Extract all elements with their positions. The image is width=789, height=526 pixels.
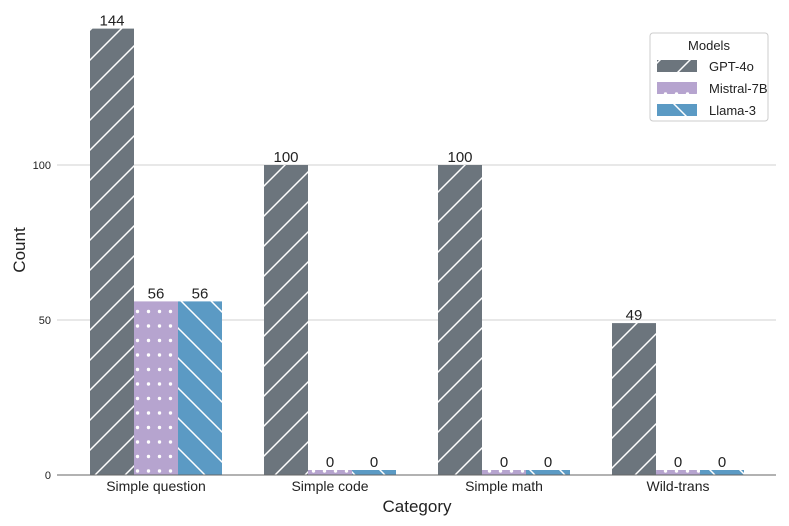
data-label: 56 (148, 285, 165, 302)
data-label: 56 (192, 285, 209, 302)
legend-item-label: Mistral-7B (709, 81, 768, 96)
bar-gpt-4o (90, 28, 134, 475)
data-label: 100 (273, 149, 298, 166)
bar-gpt-4o (264, 165, 308, 475)
data-label: 0 (500, 454, 508, 471)
bar-mistral-7b (656, 470, 700, 475)
bar-mistral-7b (134, 301, 178, 475)
x-tick-label: Simple math (465, 478, 543, 494)
legend-item-label: GPT-4o (709, 59, 754, 74)
data-label: 0 (718, 454, 726, 471)
data-label: 0 (674, 454, 682, 471)
y-tick-label: 100 (33, 160, 51, 172)
data-label: 49 (626, 307, 643, 324)
bar-gpt-4o (438, 165, 482, 475)
y-tick-label: 0 (45, 470, 51, 482)
y-tick-label: 50 (39, 315, 51, 327)
legend-title: Models (688, 38, 730, 53)
x-tick-label: Simple question (106, 478, 206, 494)
legend-box (649, 32, 769, 122)
x-tick-label: Wild-trans (646, 478, 709, 494)
x-axis-title: Category (383, 497, 452, 516)
legend-swatch (657, 60, 697, 72)
x-tick-labels: Simple question Simple code Simple math Wil… (106, 478, 709, 494)
bar-llama-3 (526, 470, 570, 475)
data-label: 0 (370, 454, 378, 471)
data-label: 144 (99, 13, 124, 30)
legend-item-label: Llama-3 (709, 103, 756, 118)
bar-llama-3 (178, 301, 222, 475)
bars-group (90, 28, 744, 475)
data-label: 100 (447, 149, 472, 166)
bar-llama-3 (352, 470, 396, 475)
y-tick-labels: 0 50 100 (33, 160, 51, 482)
grid-lines (57, 164, 776, 321)
bar-gpt-4o (612, 323, 656, 475)
bar-llama-3 (700, 470, 744, 475)
legend: Models GPT-4o Mistral-7B Llama-3 (649, 32, 769, 122)
data-label: 0 (544, 454, 552, 471)
legend-swatch (657, 82, 697, 94)
bar-mistral-7b (308, 470, 352, 475)
x-tick-label: Simple code (291, 478, 368, 494)
bar-mistral-7b (482, 470, 526, 475)
data-label: 0 (326, 454, 334, 471)
data-labels-group: 144 56 56 100 0 0 100 0 0 49 0 0 (99, 13, 726, 471)
legend-swatch (657, 104, 697, 116)
y-axis-title: Count (10, 227, 29, 273)
